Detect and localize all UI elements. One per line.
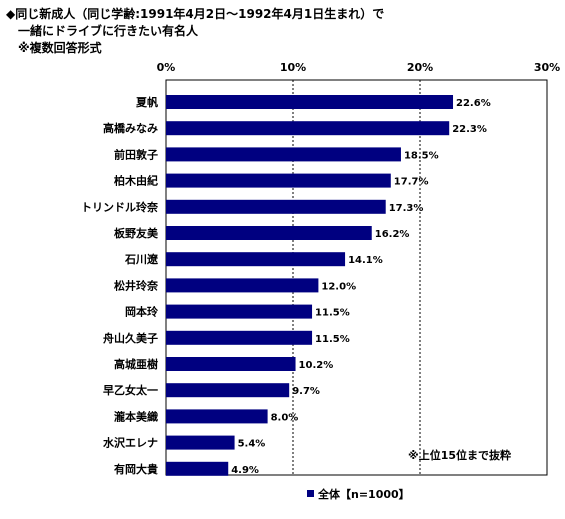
x-axis-ticks: 0% 10% 20% 30% xyxy=(157,61,561,74)
category-label: トリンドル玲奈 xyxy=(81,200,159,214)
data-labels: 22.6% 22.3% 18.5% 17.7% 17.3% 16.2% 14.1% 12.0%… xyxy=(231,98,490,476)
data-label: 14.1% xyxy=(348,255,383,266)
legend: 全体【n=1000】 xyxy=(307,487,410,501)
category-label: 高橋みなみ xyxy=(103,121,158,135)
data-label: 12.0% xyxy=(321,281,356,292)
data-label: 8.0% xyxy=(271,412,299,423)
legend-label: 全体【n=1000】 xyxy=(317,487,410,501)
bar xyxy=(166,121,450,136)
category-label: 前田敦子 xyxy=(114,147,158,161)
category-label: 石川遼 xyxy=(124,252,159,266)
bar xyxy=(166,304,313,319)
legend-swatch xyxy=(307,490,314,497)
category-label: 高城亜樹 xyxy=(114,357,158,371)
bar xyxy=(166,95,454,109)
data-label: 11.5% xyxy=(315,334,350,345)
data-label: 17.7% xyxy=(394,177,429,188)
category-label: 岡本玲 xyxy=(125,305,159,319)
category-label: 夏帆 xyxy=(136,95,158,109)
data-label: 10.2% xyxy=(299,360,334,371)
category-label: 有岡大貴 xyxy=(114,462,158,476)
bar xyxy=(166,199,386,214)
title-line: ◆同じ新成人（同じ学齢:1991年4月2日～1992年4月1日生まれ）で xyxy=(6,6,384,21)
x-tick-label: 30% xyxy=(534,61,560,74)
bar xyxy=(166,226,372,240)
category-label: 柏木由紀 xyxy=(114,174,158,188)
category-label: 松井玲奈 xyxy=(114,278,159,292)
data-label: 18.5% xyxy=(404,150,439,161)
data-label: 17.3% xyxy=(389,203,424,214)
bar xyxy=(166,330,313,345)
bar xyxy=(166,383,290,398)
category-label: 瀧本美織 xyxy=(114,409,158,423)
data-label: 9.7% xyxy=(292,386,320,397)
bar xyxy=(166,357,296,371)
bar xyxy=(166,409,268,424)
data-label: 5.4% xyxy=(238,439,266,450)
category-labels: 夏帆高橋みなみ前田敦子柏木由紀トリンドル玲奈板野友美石川遼松井玲奈岡本玲舟山久美… xyxy=(81,95,159,476)
plot-area-frame xyxy=(165,79,548,476)
category-label: 舟山久美子 xyxy=(103,331,158,345)
x-tick-label: 20% xyxy=(407,61,433,74)
grid-lines xyxy=(292,80,421,475)
bar xyxy=(166,147,401,162)
bar xyxy=(166,461,229,476)
bar xyxy=(166,278,319,293)
data-label: 16.2% xyxy=(375,229,410,240)
title-line: 一緒にドライブに行きたい有名人 xyxy=(6,23,199,38)
data-label: 11.5% xyxy=(315,308,350,319)
bar xyxy=(166,173,391,188)
x-tick-label: 0% xyxy=(157,61,176,74)
title-line: ※複数回答形式 xyxy=(6,40,102,55)
data-label: 22.3% xyxy=(452,124,487,135)
bars xyxy=(166,95,454,476)
annotation-note: ※上位15位まで抜粋 xyxy=(408,448,511,462)
bar xyxy=(166,252,346,267)
chart-title: ◆同じ新成人（同じ学齢:1991年4月2日～1992年4月1日生まれ）で 一緒に… xyxy=(6,6,384,55)
category-label: 板野友美 xyxy=(114,226,159,240)
bar xyxy=(166,435,235,450)
category-label: 水沢エレナ xyxy=(103,436,158,450)
data-label: 4.9% xyxy=(231,465,259,476)
x-tick-label: 10% xyxy=(280,61,306,74)
category-label: 早乙女太一 xyxy=(103,383,158,397)
data-label: 22.6% xyxy=(456,98,491,109)
